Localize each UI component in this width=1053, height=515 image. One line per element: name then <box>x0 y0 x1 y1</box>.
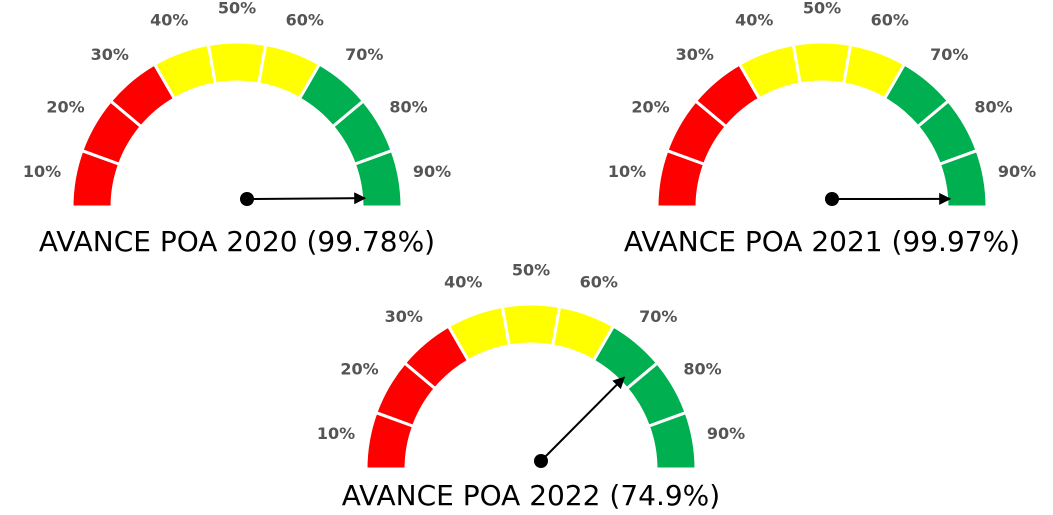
gauge-title: AVANCE POA 2022 (74.9%) <box>342 479 720 512</box>
segment-label: 20% <box>46 98 84 117</box>
segment-label: 40% <box>444 272 482 291</box>
gauge-segment <box>352 148 404 209</box>
segment-label: 30% <box>91 45 129 64</box>
segment-label: 60% <box>871 10 909 29</box>
segment-label: 90% <box>707 424 745 443</box>
segment-label: 60% <box>580 272 618 291</box>
needle <box>246 192 367 205</box>
segment-label: 40% <box>735 10 773 29</box>
gauge: 10% 20% 30% 40% 50% 60% 70% 80% 90% AVANCE POA 20… <box>23 0 451 258</box>
segment-label: 50% <box>218 0 256 18</box>
gauge-segment <box>500 302 562 348</box>
segment-label: 30% <box>385 307 423 326</box>
needle-pivot <box>825 192 839 206</box>
gauge: 10% 20% 30% 40% 50% 60% 70% 80% 90% AVANCE POA 20… <box>608 0 1036 258</box>
gauge-segment <box>646 410 698 471</box>
segment-label: 70% <box>639 307 677 326</box>
segment-label: 10% <box>608 162 646 181</box>
gauge-segment <box>937 148 989 209</box>
segment-label: 70% <box>930 45 968 64</box>
needle-pivot <box>534 454 548 468</box>
segment-label: 60% <box>286 10 324 29</box>
segment-label: 20% <box>340 360 378 379</box>
gauge-segment <box>791 40 853 86</box>
segment-label: 50% <box>803 0 841 18</box>
segment-label: 40% <box>150 10 188 29</box>
needle-pivot <box>240 192 254 206</box>
segment-label: 80% <box>389 98 427 117</box>
segment-label: 80% <box>683 360 721 379</box>
segment-label: 20% <box>631 98 669 117</box>
segment-label: 70% <box>345 45 383 64</box>
segment-label: 90% <box>998 162 1036 181</box>
segment-label: 90% <box>413 162 451 181</box>
needle <box>540 376 626 462</box>
gauge-title: AVANCE POA 2021 (99.97%) <box>624 225 1020 258</box>
segment-label: 30% <box>676 45 714 64</box>
segment-label: 50% <box>512 261 550 280</box>
gauge-title: AVANCE POA 2020 (99.78%) <box>39 225 435 258</box>
segment-label: 10% <box>317 424 355 443</box>
gauge-segment <box>206 40 268 86</box>
segment-label: 10% <box>23 162 61 181</box>
gauge: 10% 20% 30% 40% 50% 60% 70% 80% 90% AVANCE POA 20… <box>317 261 745 513</box>
segment-label: 80% <box>974 98 1012 117</box>
